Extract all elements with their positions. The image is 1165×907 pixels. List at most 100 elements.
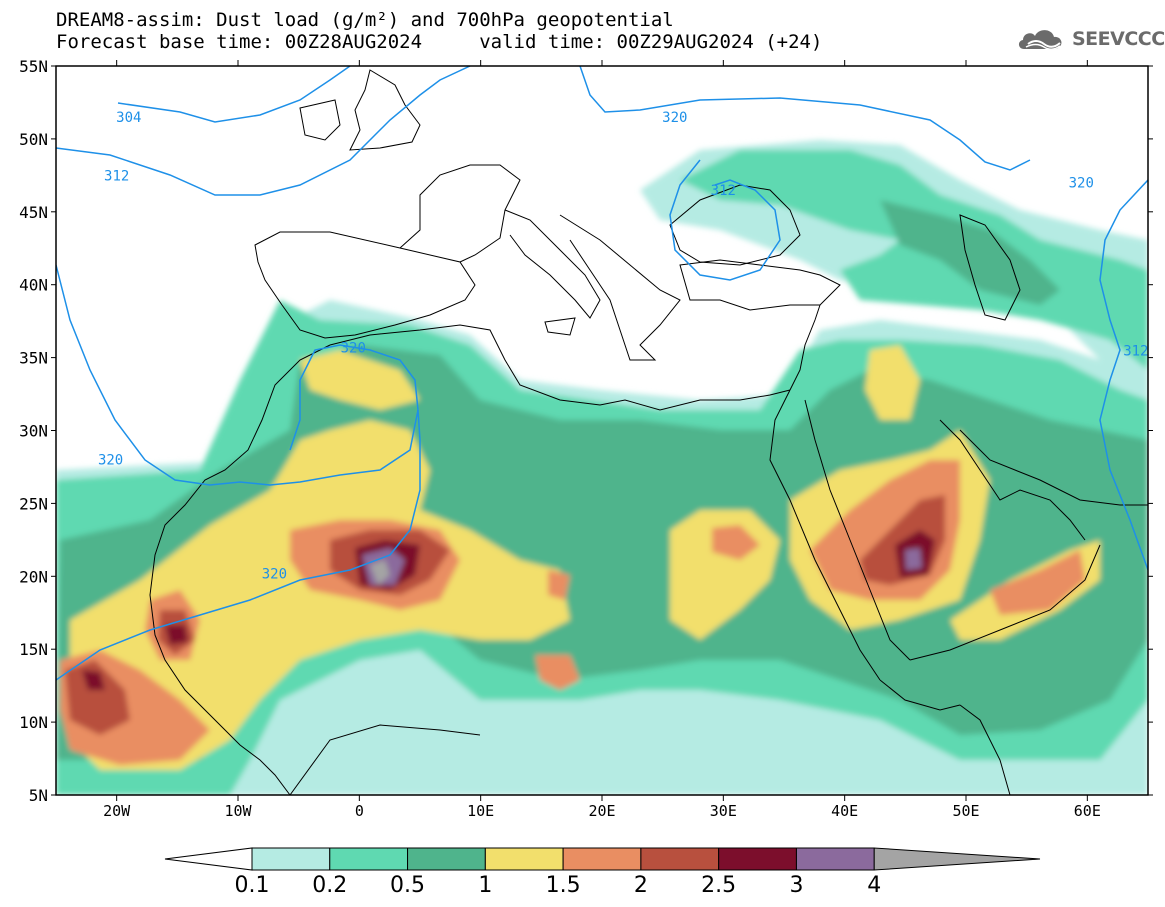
lon-label: 20W — [103, 802, 131, 820]
contour-label: 312 — [711, 183, 736, 199]
turkey-coast — [679, 259, 841, 311]
lat-label: 45N — [19, 203, 48, 222]
gulf-of-guinea-coast — [289, 724, 481, 795]
colorbar-label: 0.5 — [390, 873, 425, 898]
lon-label: 20E — [588, 802, 615, 820]
coastlines — [149, 69, 1148, 795]
dust-band-0.2-caspian — [680, 150, 1148, 370]
dust-band-1-morocco — [300, 350, 420, 410]
levant-coast — [789, 304, 821, 391]
colorbar-label: 3 — [789, 873, 803, 898]
contour-320-west — [56, 264, 419, 486]
maghreb-coast — [329, 324, 791, 411]
seevccc-logo: SEEVCCC — [1016, 24, 1165, 54]
lat-label: 30N — [19, 422, 48, 441]
italy-coast — [504, 209, 601, 319]
lon-label: 10W — [224, 802, 252, 820]
contour-label: 320 — [662, 110, 687, 126]
colorbar-label: 2.5 — [701, 873, 736, 898]
colorbar-label: 0.1 — [235, 873, 270, 898]
lat-label: 55N — [19, 57, 48, 76]
lon-label: 10E — [467, 802, 494, 820]
ireland-coast — [299, 99, 341, 141]
forecast-time-line: Forecast base time: 00Z28AUG2024 valid t… — [56, 31, 823, 53]
colorbar-swatch — [640, 847, 720, 871]
dust-band-1-iraq — [865, 345, 920, 420]
contour-312-blacksea — [669, 159, 781, 281]
lat-label: 5N — [29, 786, 48, 805]
lat-label: 40N — [19, 276, 48, 295]
contour-304 — [117, 66, 351, 123]
colorbar-label: 1 — [478, 873, 492, 898]
contour-label: 320 — [262, 566, 287, 582]
north-africa-coast — [149, 344, 331, 795]
colorbar-under-triangle — [164, 847, 253, 871]
dust-band-2.5 — [82, 670, 105, 690]
lon-label: 30E — [710, 802, 737, 820]
contour-320-sahara — [56, 409, 421, 681]
lon-label: 60E — [1074, 802, 1101, 820]
contour-label: 320 — [98, 453, 123, 469]
lat-label: 25N — [19, 494, 48, 513]
map-title: DREAM8-assim: Dust load (g/m²) and 700hP… — [56, 9, 674, 31]
dust-band-1.5-niger — [548, 570, 570, 600]
contour-312-east — [1099, 179, 1148, 571]
colorbar-over-triangle — [873, 847, 1041, 871]
dust-band-2 — [65, 660, 130, 735]
horn-coast — [879, 679, 961, 711]
colorbar-swatch — [718, 847, 797, 871]
dust-band-4 — [370, 560, 390, 585]
latitude-axis: 55N 50N 45N 40N 35N 30N 25N 20N 15N 10N 5N — [19, 57, 1153, 805]
lon-label: 50E — [952, 802, 979, 820]
colorbar-swatch — [562, 847, 642, 871]
balkans-coast — [559, 214, 681, 361]
colorbar-swatch — [251, 847, 331, 871]
colorbar-swatch — [407, 847, 486, 871]
colorbar-label: 2 — [634, 873, 648, 898]
logo-text: SEEVCCC — [1072, 28, 1165, 50]
black-sea-coast — [669, 184, 801, 266]
geopotential-contours — [56, 66, 1148, 681]
dust-field: 304 312 320 320 312 320 320 320 312 — [56, 66, 1148, 795]
arabia-south-coast — [909, 544, 1101, 661]
dust-band-1.5-egypt — [712, 525, 760, 560]
colorbar-swatch — [795, 847, 875, 871]
dust-band-0.5-caspian — [880, 200, 1060, 305]
longitude-axis: 20W 10W 0 10E 20E 30E 40E 50E 60E — [103, 60, 1101, 820]
caspian-coast — [959, 214, 1021, 321]
colorbar-label: 4 — [867, 873, 881, 898]
contour-labels: 304 312 320 320 312 320 320 320 312 — [98, 110, 1148, 582]
contour-label: 320 — [341, 340, 366, 356]
lon-label: 40E — [831, 802, 858, 820]
colorbar-label: 1.5 — [546, 873, 581, 898]
lat-label: 20N — [19, 567, 48, 586]
dust-band-1.5-oman — [990, 550, 1085, 615]
east-africa-coast — [959, 704, 1011, 795]
lon-label: 0 — [355, 802, 364, 820]
dust-band-2.5-sahel — [165, 625, 188, 645]
gulf-coast — [939, 419, 1086, 541]
contour-312-west — [56, 66, 471, 196]
colorbar-swatch — [329, 847, 409, 871]
lat-label: 15N — [19, 640, 48, 659]
lat-label: 10N — [19, 713, 48, 732]
contour-label: 320 — [1069, 176, 1094, 192]
contour-label: 312 — [104, 168, 129, 184]
cloud-logo-icon — [1018, 30, 1062, 50]
arabia-west-coast — [804, 399, 911, 661]
contour-label: 304 — [116, 110, 141, 126]
dust-band-1 — [70, 420, 570, 770]
iberia-coast — [254, 231, 476, 339]
colorbar-swatch — [484, 847, 564, 871]
contour-320-north — [579, 66, 1031, 171]
uk-coast — [349, 69, 421, 151]
colorbar: 0.1 0.2 0.5 1 1.5 2 2.5 3 4 — [164, 847, 1041, 898]
sicily-coast — [544, 317, 576, 336]
contour-label: 312 — [1123, 343, 1148, 359]
lat-label: 35N — [19, 349, 48, 368]
colorbar-label: 0.2 — [312, 873, 347, 898]
red-sea-coast — [769, 389, 881, 681]
dust-band-1.5-chad — [535, 655, 580, 690]
france-coast — [399, 164, 521, 263]
